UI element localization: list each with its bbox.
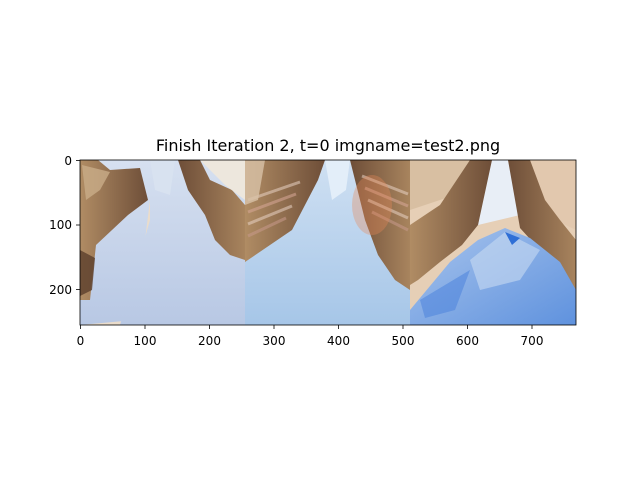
x-tick-label: 500 [392, 334, 415, 348]
x-axis: 0 100 200 300 400 500 600 700 [77, 325, 544, 348]
image-panel-1 [80, 160, 245, 325]
axes-frame [79, 159, 577, 326]
y-axis: 0 100 200 [49, 154, 80, 297]
x-tick-label: 200 [198, 334, 221, 348]
figure-title: Finish Iteration 2, t=0 imgname=test2.pn… [156, 136, 500, 155]
y-tick-label: 200 [49, 283, 72, 297]
image-panel-3 [410, 160, 576, 325]
image-panel-2 [245, 160, 410, 325]
x-tick-label: 300 [263, 334, 286, 348]
x-tick-label: 100 [134, 334, 157, 348]
x-tick-label: 0 [77, 334, 85, 348]
x-tick-label: 700 [521, 334, 544, 348]
x-tick-label: 400 [327, 334, 350, 348]
y-tick-label: 0 [64, 154, 72, 168]
x-tick-label: 600 [456, 334, 479, 348]
y-tick-label: 100 [49, 218, 72, 232]
